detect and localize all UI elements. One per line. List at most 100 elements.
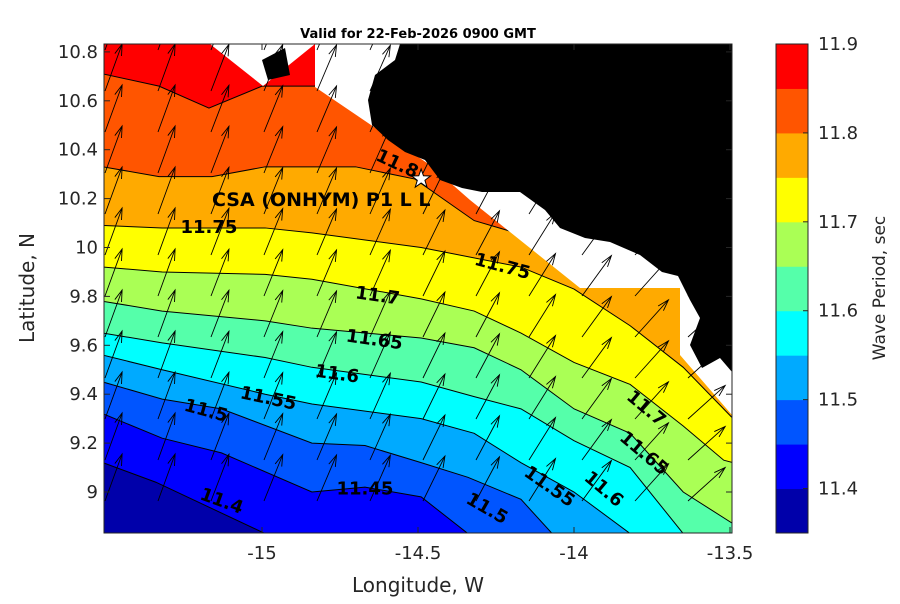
arrow-head bbox=[490, 86, 501, 100]
wave-direction-arrow bbox=[210, 124, 230, 174]
colorbar-swatch bbox=[776, 132, 808, 178]
arrow-shaft bbox=[210, 454, 230, 502]
wave-direction-arrow bbox=[104, 3, 122, 51]
arrow-head bbox=[601, 254, 613, 268]
arrow-head bbox=[167, 247, 176, 262]
arrow-head bbox=[328, 125, 338, 139]
arrow-shaft bbox=[634, 258, 669, 297]
arrow-shaft bbox=[581, 337, 612, 379]
arrow-shaft bbox=[157, 371, 176, 420]
station-star-icon bbox=[410, 167, 433, 189]
wave-direction-arrow bbox=[210, 411, 230, 461]
wave-direction-arrow bbox=[210, 329, 230, 379]
arrow-shaft bbox=[581, 132, 612, 174]
wave-direction-arrow bbox=[475, 45, 501, 92]
contour-line bbox=[104, 332, 684, 533]
wave-direction-arrow bbox=[528, 252, 557, 297]
wave-direction-arrow bbox=[104, 370, 123, 420]
arrow-head bbox=[490, 168, 501, 182]
arrow-shaft bbox=[104, 330, 123, 379]
wave-direction-arrow bbox=[475, 127, 501, 174]
contour-line bbox=[104, 225, 732, 419]
arrow-head bbox=[328, 248, 338, 262]
arrow-shaft bbox=[687, 221, 726, 256]
arrow-head bbox=[274, 207, 284, 221]
arrow-head bbox=[274, 166, 284, 180]
colorbar-swatch bbox=[776, 399, 808, 445]
arrow-head bbox=[490, 291, 501, 305]
arrow-shaft bbox=[157, 453, 176, 502]
arrow-head bbox=[274, 44, 284, 57]
arrow-shaft bbox=[369, 86, 391, 133]
arrow-shaft bbox=[687, 303, 726, 338]
arrow-shaft bbox=[316, 372, 337, 420]
arrow-head bbox=[382, 125, 391, 140]
wave-direction-arrow bbox=[687, 97, 727, 133]
arrow-shaft bbox=[104, 166, 123, 215]
colorbar-swatch bbox=[776, 444, 808, 490]
arrow-shaft bbox=[157, 44, 176, 92]
arrow-head bbox=[167, 206, 176, 221]
wave-direction-arrow bbox=[263, 84, 284, 133]
x-axis-label: Longitude, W bbox=[352, 573, 484, 597]
wave-direction-arrow bbox=[316, 166, 338, 215]
wave-direction-arrow bbox=[210, 247, 230, 297]
wave-direction-arrow bbox=[422, 290, 446, 338]
wave-direction-arrow bbox=[316, 330, 338, 379]
wave-direction-arrow bbox=[581, 459, 613, 502]
arrow-shaft bbox=[104, 248, 123, 297]
wave-direction-arrow bbox=[528, 334, 557, 379]
arrow-shaft bbox=[687, 262, 726, 297]
colorbar-swatch bbox=[776, 355, 808, 401]
arrow-head bbox=[382, 453, 391, 468]
colorbar: 11.4 11.5 11.6 11.7 11.8 11.9 bbox=[775, 34, 858, 534]
arrow-head bbox=[490, 332, 501, 346]
contour-label: 11.75 bbox=[180, 217, 237, 238]
arrow-head bbox=[115, 3, 122, 15]
wave-direction-arrow bbox=[263, 289, 284, 338]
arrow-shaft bbox=[422, 291, 446, 338]
arrow-head bbox=[274, 453, 284, 467]
wave-direction-arrow bbox=[263, 207, 284, 256]
arrow-head bbox=[382, 207, 391, 222]
wave-direction-arrow bbox=[104, 165, 123, 215]
arrow-shaft bbox=[422, 86, 446, 133]
wave-direction-arrow bbox=[316, 248, 338, 297]
arrow-head bbox=[221, 165, 230, 180]
arrow-head bbox=[657, 421, 670, 434]
arrow-shaft bbox=[369, 291, 391, 338]
arrow-head bbox=[436, 290, 446, 304]
arrow-shaft bbox=[369, 127, 391, 174]
arrow-shaft bbox=[581, 50, 612, 92]
wave-direction-arrow bbox=[104, 452, 123, 502]
arrow-shaft bbox=[316, 249, 337, 297]
arrow-shaft bbox=[369, 45, 391, 92]
arrow-head bbox=[546, 129, 557, 143]
arrow-head bbox=[114, 165, 123, 180]
arrow-head bbox=[382, 84, 391, 99]
wave-direction-arrow bbox=[634, 257, 670, 297]
arrow-head bbox=[436, 167, 446, 181]
arrow-shaft bbox=[210, 126, 230, 174]
arrow-shaft bbox=[263, 372, 284, 420]
arrow-shaft bbox=[634, 381, 669, 420]
arrow-shaft bbox=[687, 467, 726, 502]
colorbar-tick-label: 11.7 bbox=[818, 212, 858, 233]
wave-direction-arrow bbox=[104, 124, 123, 174]
arrow-head bbox=[274, 371, 284, 385]
arrow-shaft bbox=[263, 331, 284, 379]
arrow-head bbox=[657, 298, 670, 311]
wave-direction-arrow bbox=[104, 288, 123, 338]
arrow-shaft bbox=[316, 454, 337, 502]
wave-direction-arrow bbox=[422, 454, 446, 502]
colorbar-tick-label: 11.4 bbox=[818, 479, 858, 500]
arrow-shaft bbox=[634, 217, 669, 256]
wave-direction-arrow bbox=[422, 249, 446, 297]
wave-direction-arrow bbox=[422, 167, 446, 215]
wave-direction-arrow bbox=[157, 370, 176, 420]
arrow-head bbox=[657, 380, 670, 393]
wave-direction-arrow bbox=[157, 206, 176, 256]
arrow-shaft bbox=[581, 419, 612, 461]
arrow-shaft bbox=[157, 207, 176, 256]
wave-direction-arrow bbox=[528, 129, 557, 174]
